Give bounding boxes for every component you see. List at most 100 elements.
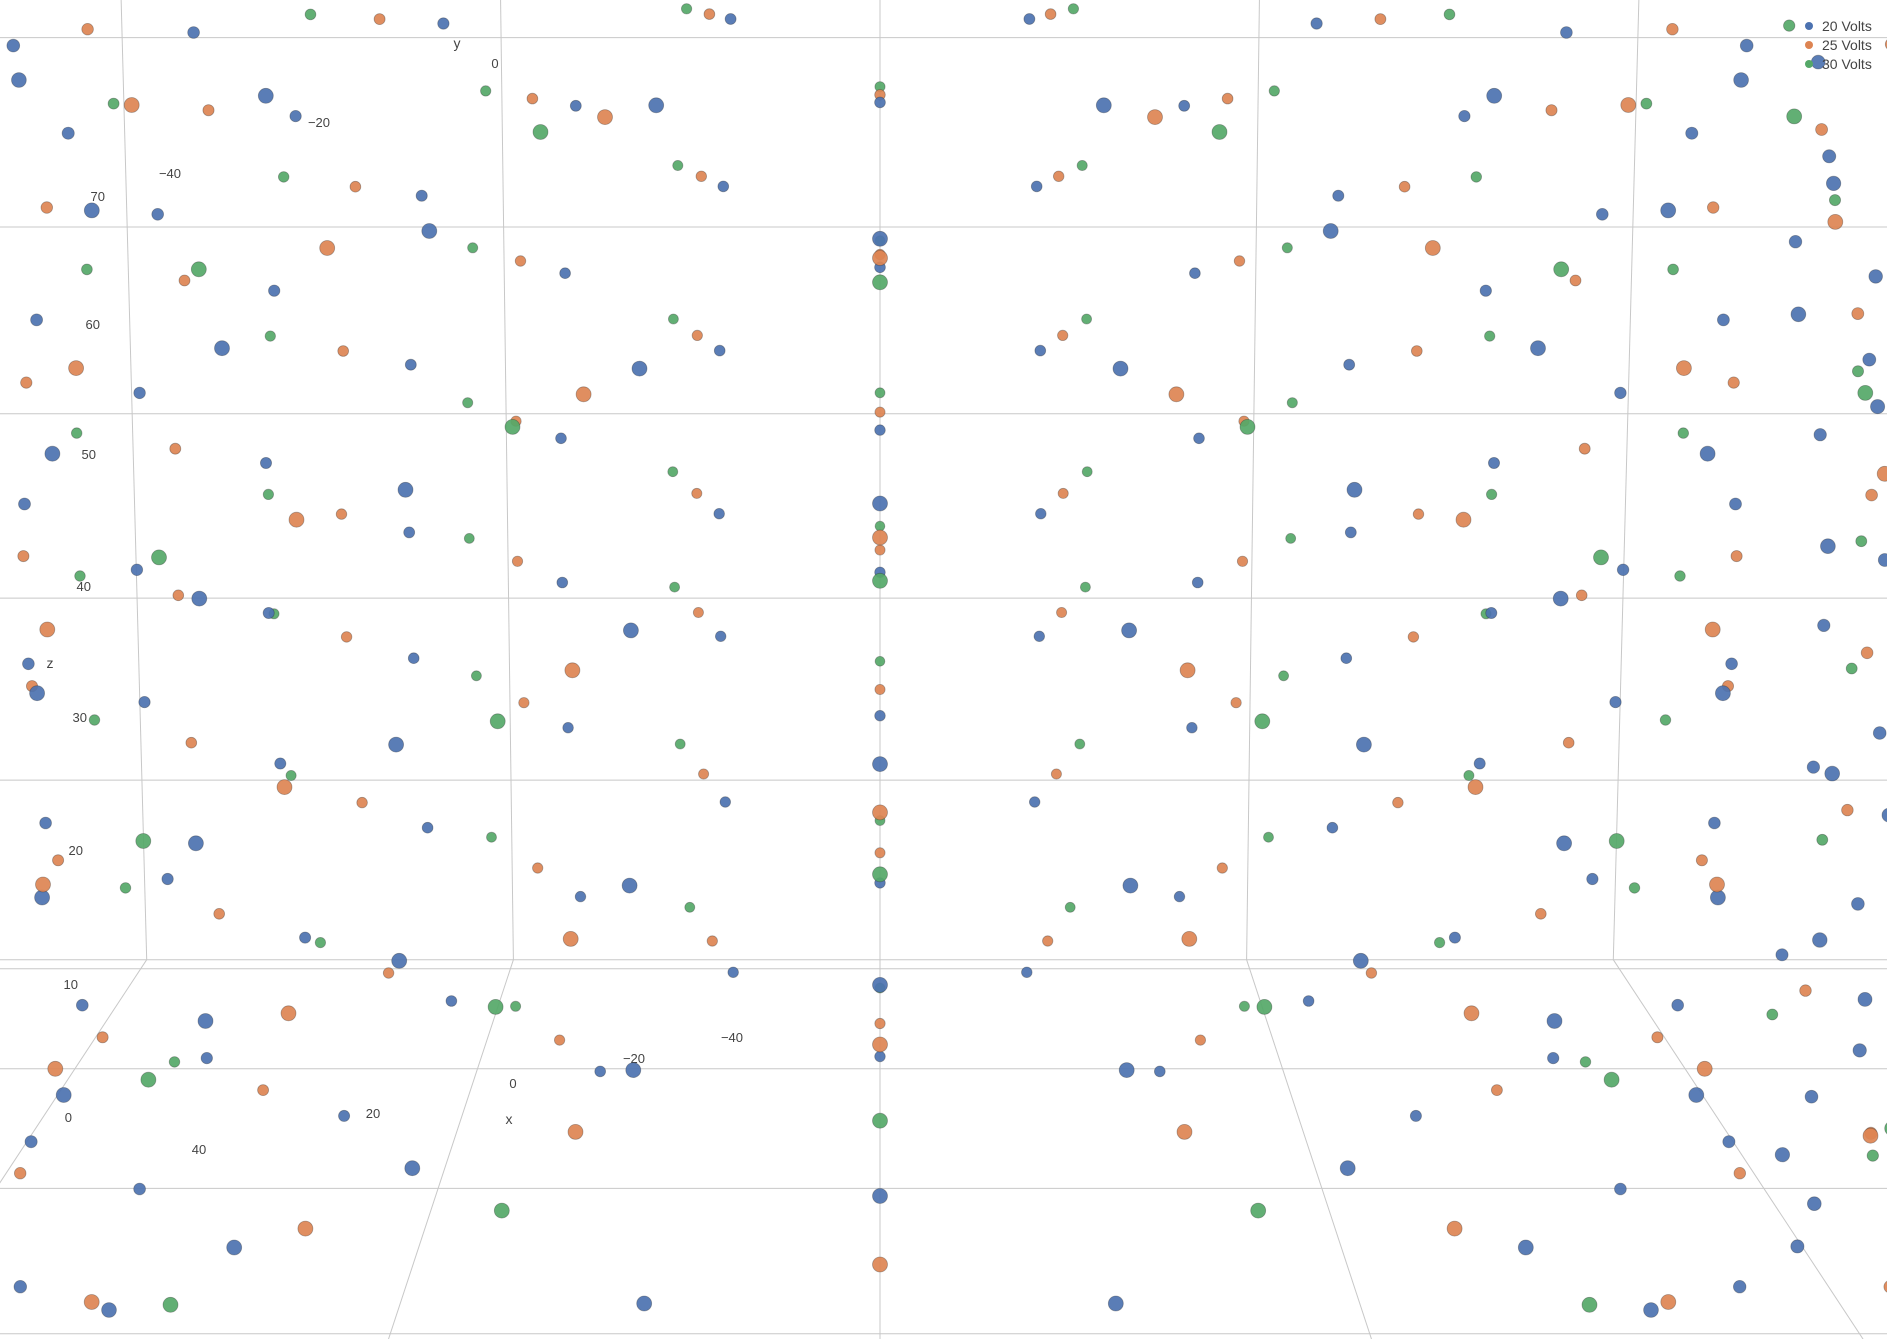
data-point bbox=[1688, 1087, 1705, 1103]
data-point bbox=[1080, 581, 1091, 593]
data-point bbox=[1211, 124, 1228, 140]
data-point bbox=[1659, 714, 1672, 726]
data-point bbox=[1581, 1296, 1598, 1313]
data-point bbox=[1173, 890, 1186, 903]
data-point bbox=[514, 255, 527, 267]
data-point bbox=[1651, 1031, 1664, 1044]
data-point bbox=[319, 240, 336, 256]
data-point bbox=[625, 1062, 642, 1078]
data-point bbox=[74, 570, 86, 582]
data-point bbox=[1560, 26, 1573, 39]
data-point bbox=[1666, 23, 1679, 36]
data-point bbox=[1556, 835, 1572, 852]
data-point bbox=[1186, 722, 1198, 734]
data-point bbox=[874, 424, 886, 436]
data-point bbox=[1035, 508, 1047, 520]
data-point bbox=[169, 442, 182, 455]
data-point bbox=[872, 495, 888, 512]
data-point bbox=[1339, 1160, 1356, 1177]
data-point bbox=[1766, 1008, 1779, 1021]
data-point bbox=[96, 1031, 109, 1044]
data-point bbox=[276, 779, 293, 795]
data-point bbox=[299, 931, 312, 944]
data-point bbox=[1596, 208, 1609, 221]
data-point bbox=[83, 1294, 100, 1310]
data-point bbox=[1812, 932, 1828, 948]
data-point bbox=[1586, 872, 1599, 886]
data-point bbox=[1841, 803, 1854, 817]
data-point bbox=[872, 1112, 888, 1129]
data-point bbox=[1467, 779, 1484, 795]
data-point bbox=[1739, 38, 1754, 53]
data-point bbox=[1491, 1084, 1503, 1096]
legend-item[interactable]: 25 Volts bbox=[1805, 37, 1872, 53]
data-point bbox=[1021, 966, 1033, 979]
data-point bbox=[674, 738, 686, 750]
legend-label: 20 Volts bbox=[1822, 18, 1872, 34]
data-point bbox=[489, 713, 506, 730]
data-point bbox=[1827, 213, 1844, 230]
data-point bbox=[872, 250, 888, 266]
data-point bbox=[1579, 1056, 1592, 1068]
data-point bbox=[55, 1087, 72, 1103]
data-point bbox=[257, 1084, 270, 1096]
z-axis-title: z bbox=[47, 655, 54, 671]
data-point bbox=[340, 631, 353, 643]
data-point bbox=[1685, 126, 1699, 140]
data-point bbox=[1112, 360, 1129, 377]
data-point bbox=[1845, 662, 1858, 675]
data-point bbox=[1862, 1127, 1879, 1144]
data-point bbox=[562, 931, 579, 947]
data-point bbox=[691, 329, 703, 341]
data-point bbox=[130, 563, 144, 577]
data-point bbox=[1783, 19, 1796, 32]
data-point bbox=[1485, 607, 1498, 620]
data-point bbox=[24, 1135, 38, 1149]
data-point bbox=[278, 171, 290, 183]
data-point bbox=[1817, 618, 1831, 633]
data-point bbox=[1081, 313, 1092, 325]
data-point bbox=[698, 768, 710, 780]
data-point bbox=[262, 607, 275, 620]
data-point bbox=[874, 655, 886, 667]
data-point bbox=[1256, 999, 1273, 1015]
legend-item[interactable]: 30 Volts bbox=[1805, 56, 1872, 72]
data-point bbox=[692, 607, 704, 619]
wall-grid-line bbox=[1246, 0, 1260, 960]
data-point bbox=[44, 445, 61, 462]
legend: 20 Volts 25 Volts 30 Volts bbox=[1805, 18, 1872, 72]
data-point bbox=[874, 96, 886, 109]
data-point bbox=[197, 1013, 214, 1029]
data-point bbox=[1562, 736, 1575, 749]
data-point bbox=[1409, 1109, 1422, 1122]
data-point bbox=[1254, 713, 1271, 730]
z-tick-label: 60 bbox=[86, 317, 100, 332]
data-point bbox=[1862, 352, 1877, 367]
data-point bbox=[727, 966, 739, 979]
data-point bbox=[83, 202, 100, 219]
data-point bbox=[1030, 180, 1043, 193]
data-point bbox=[1250, 1202, 1267, 1219]
data-point bbox=[1344, 526, 1357, 539]
data-point bbox=[575, 386, 592, 403]
data-point bbox=[564, 662, 581, 679]
data-point bbox=[119, 882, 132, 894]
data-point bbox=[22, 657, 35, 671]
data-point bbox=[874, 847, 886, 859]
data-point bbox=[30, 313, 43, 327]
data-point bbox=[1221, 92, 1234, 105]
x-tick-label: 20 bbox=[366, 1106, 380, 1121]
data-point bbox=[1056, 607, 1068, 619]
data-point bbox=[1667, 263, 1679, 276]
data-point bbox=[1050, 768, 1062, 780]
data-point bbox=[1081, 466, 1093, 478]
data-point bbox=[280, 1005, 297, 1022]
data-point bbox=[532, 862, 544, 874]
data-point bbox=[257, 87, 274, 104]
data-point bbox=[1671, 998, 1684, 1012]
legend-item[interactable]: 20 Volts bbox=[1805, 18, 1872, 34]
data-point bbox=[526, 92, 539, 105]
data-point bbox=[61, 126, 75, 140]
